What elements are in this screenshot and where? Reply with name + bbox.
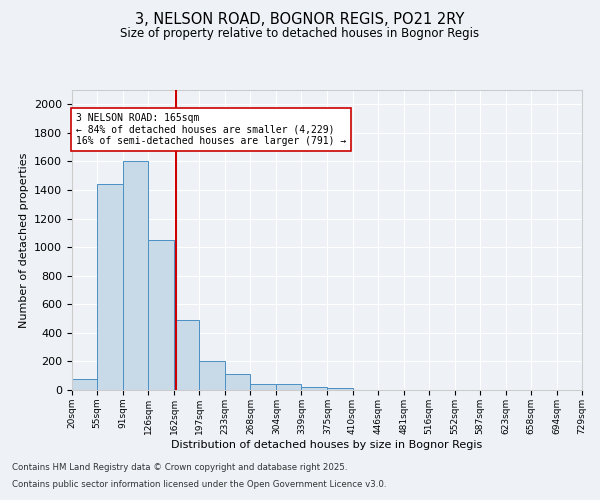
Bar (174, 320, 199, 390)
Text: Size of property relative to detached houses in Bognor Regis: Size of property relative to detached ho… (121, 28, 479, 40)
Text: Contains HM Land Registry data © Crown copyright and database right 2025.: Contains HM Land Registry data © Crown c… (12, 464, 347, 472)
Bar (276, 384, 301, 390)
Text: 3 NELSON ROAD: 165sqm
← 84% of detached houses are smaller (4,229)
16% of semi-d: 3 NELSON ROAD: 165sqm ← 84% of detached … (76, 113, 346, 146)
Bar (301, 387, 328, 390)
Bar (97, 184, 123, 390)
Text: 3, NELSON ROAD, BOGNOR REGIS, PO21 2RY: 3, NELSON ROAD, BOGNOR REGIS, PO21 2RY (136, 12, 464, 28)
Bar (250, 384, 276, 390)
Bar (148, 240, 174, 390)
Bar (199, 360, 225, 390)
Bar (123, 162, 148, 390)
Text: Contains public sector information licensed under the Open Government Licence v3: Contains public sector information licen… (12, 480, 386, 489)
Bar (328, 388, 353, 390)
Bar (225, 374, 250, 390)
X-axis label: Distribution of detached houses by size in Bognor Regis: Distribution of detached houses by size … (172, 440, 482, 450)
Bar (72, 378, 97, 390)
Y-axis label: Number of detached properties: Number of detached properties (19, 152, 29, 328)
